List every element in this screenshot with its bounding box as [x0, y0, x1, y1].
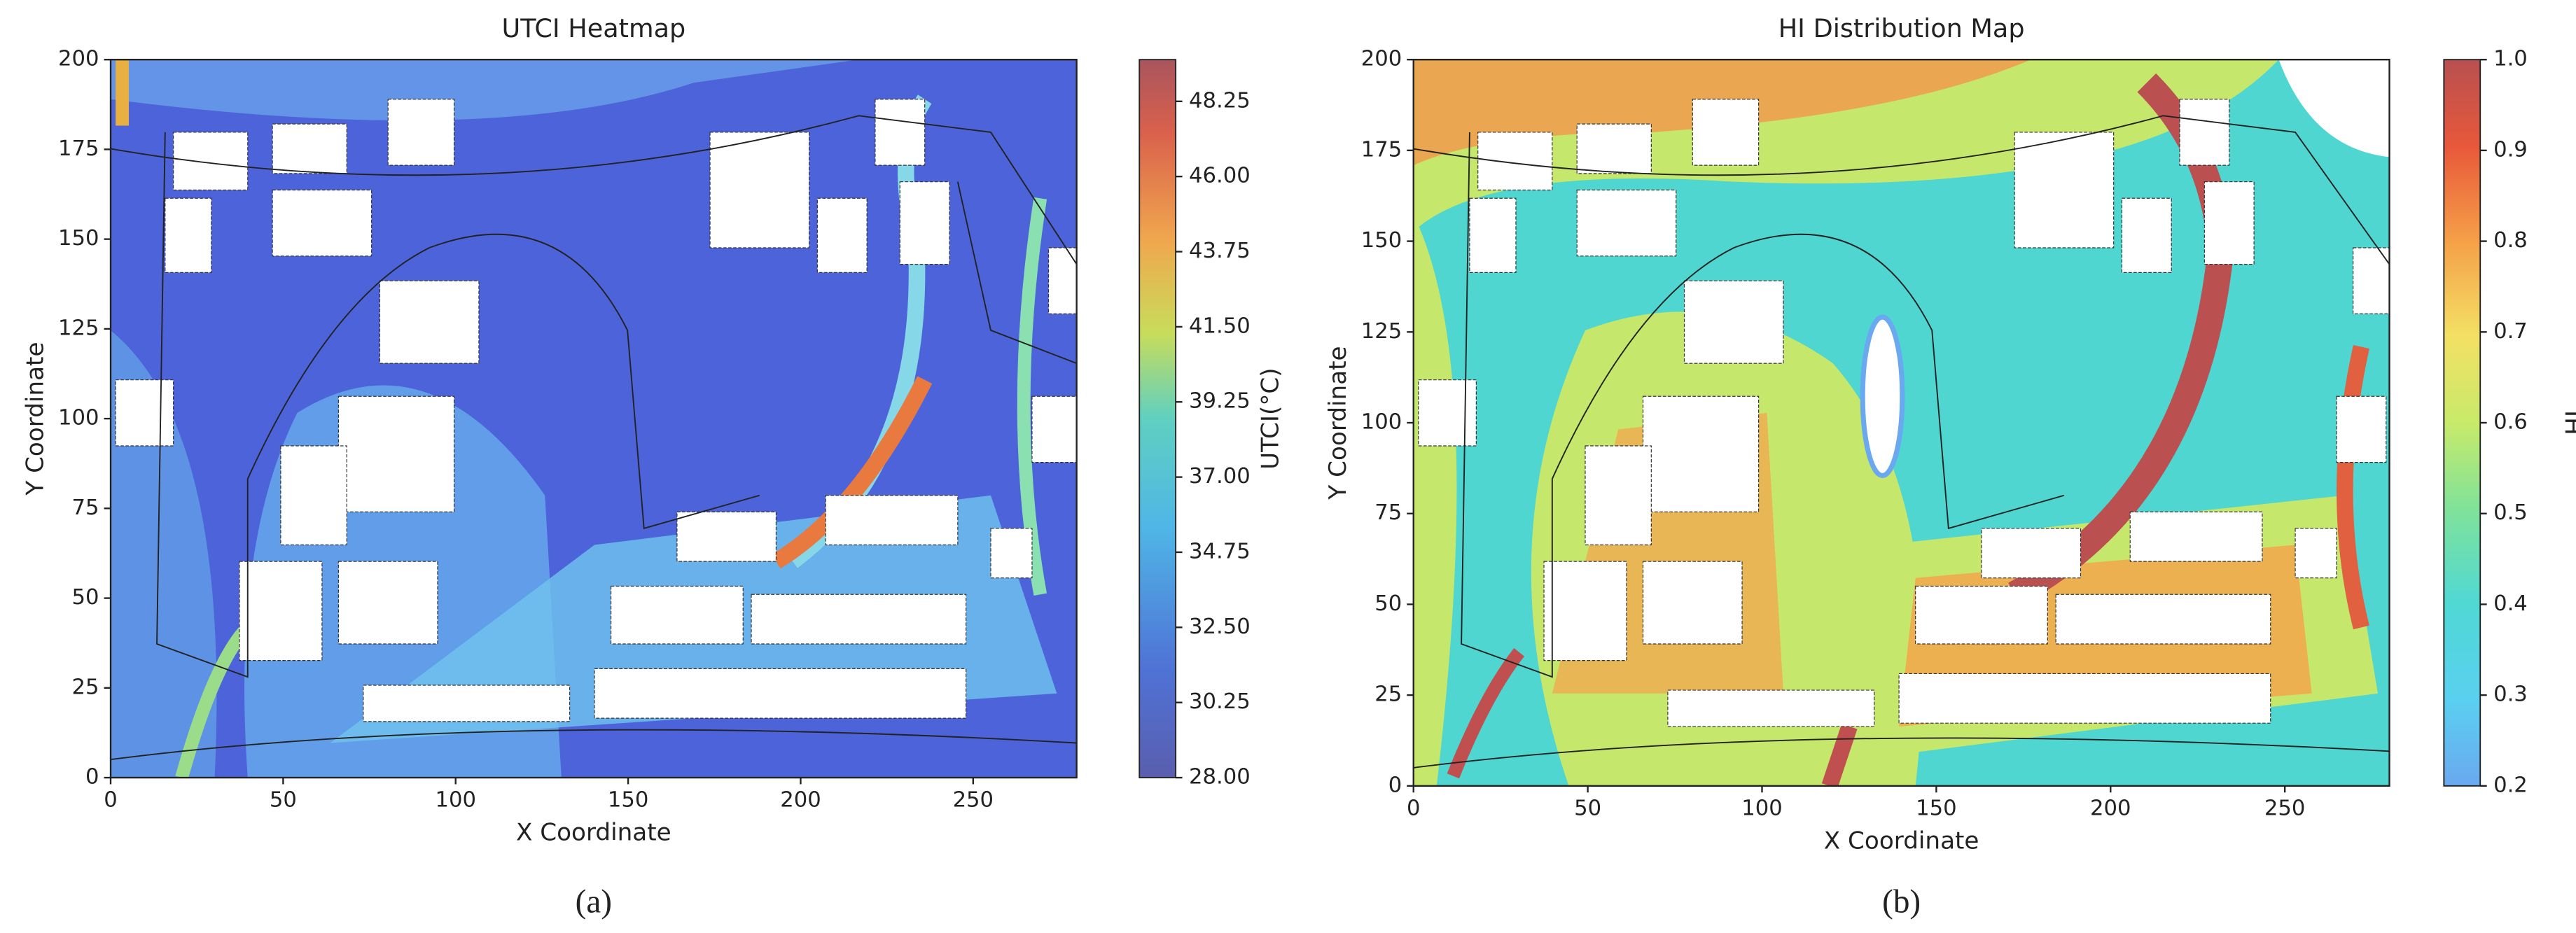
chart-title: HI Distribution Map	[1778, 13, 2025, 43]
x-tick-label: 150	[1916, 796, 1956, 820]
y-tick-label: 50	[72, 585, 99, 610]
colorbar-tick-label: 30.25	[1189, 689, 1251, 714]
colorbar-tick-label: 0.2	[2493, 773, 2528, 797]
panel-label: (b)	[1882, 883, 1921, 920]
x-tick-label: 250	[2264, 796, 2305, 820]
y-tick-label: 100	[58, 406, 99, 430]
x-tick-label: 150	[608, 788, 648, 813]
colorbar-tick-label: 0.6	[2493, 410, 2528, 435]
y-tick-label: 0	[1388, 773, 1402, 797]
y-tick-label: 125	[1361, 319, 1402, 344]
y-tick-label: 50	[1374, 591, 1402, 616]
y-tick-label: 200	[58, 47, 99, 71]
heatmap-field	[1413, 59, 2390, 786]
y-tick-label: 100	[1361, 410, 1402, 435]
colorbar-tick-label: 32.50	[1189, 615, 1251, 639]
y-tick-label: 150	[58, 226, 99, 251]
x-tick-label: 200	[2090, 796, 2131, 820]
colorbar-tick-label: 41.50	[1189, 314, 1251, 338]
colorbar-label: HI	[2561, 410, 2576, 435]
panel-label: (a)	[576, 883, 612, 920]
x-tick-label: 200	[780, 788, 821, 813]
y-axis-label: Y Coordinate	[1324, 346, 1352, 500]
x-axis-label: X Coordinate	[1824, 827, 1979, 855]
colorbar-tick-label: 28.00	[1189, 765, 1251, 790]
colorbar-tick-label: 48.25	[1189, 88, 1251, 113]
x-tick-label: 0	[104, 788, 118, 813]
heatmap-field	[111, 59, 1077, 778]
colorbar-tick-label: 37.00	[1189, 464, 1251, 489]
colorbar-tick-label: 1.0	[2493, 47, 2528, 71]
colorbar-tick-label: 0.5	[2493, 500, 2528, 525]
y-tick-label: 150	[1361, 228, 1402, 253]
x-tick-label: 0	[1407, 796, 1421, 820]
y-tick-label: 200	[1361, 47, 1402, 71]
colorbar-tick-label: 34.75	[1189, 539, 1251, 563]
x-tick-label: 250	[953, 788, 994, 813]
colorbar-tick-label: 43.75	[1189, 239, 1251, 263]
colorbar-label: UTCI(°C)	[1256, 367, 1284, 470]
y-axis-label: Y Coordinate	[21, 342, 49, 496]
x-tick-label: 100	[435, 788, 475, 813]
x-tick-label: 100	[1741, 796, 1782, 820]
chart-title: UTCI Heatmap	[501, 13, 685, 43]
colorbar-tick-label: 46.00	[1189, 164, 1251, 188]
colorbar-tick-label: 0.7	[2493, 319, 2528, 344]
colorbar-tick-label: 39.25	[1189, 389, 1251, 414]
y-tick-label: 25	[72, 675, 99, 699]
y-tick-label: 175	[1361, 137, 1402, 162]
x-tick-label: 50	[270, 788, 297, 813]
colorbar-tick-label: 0.3	[2493, 682, 2528, 707]
y-tick-label: 75	[72, 496, 99, 520]
x-tick-label: 50	[1574, 796, 1601, 820]
colorbar-tick-label: 0.4	[2493, 591, 2528, 616]
colorbar	[2443, 59, 2481, 787]
y-tick-label: 75	[1374, 500, 1402, 525]
y-tick-label: 175	[58, 136, 99, 161]
colorbar-tick-label: 0.8	[2493, 228, 2528, 253]
x-axis-label: X Coordinate	[516, 819, 671, 847]
y-tick-label: 125	[58, 316, 99, 340]
y-tick-label: 25	[1374, 682, 1402, 707]
y-tick-label: 0	[85, 765, 99, 790]
colorbar-tick-label: 0.9	[2493, 137, 2528, 162]
colorbar	[1139, 59, 1177, 778]
